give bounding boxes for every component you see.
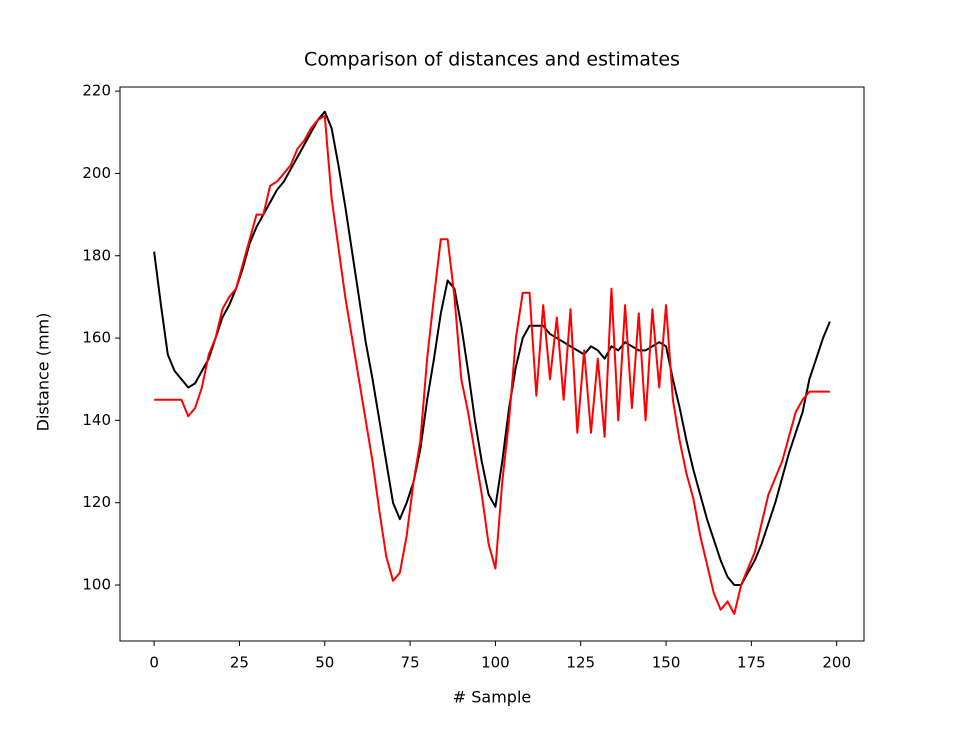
- x-tick-label: 0: [149, 654, 159, 672]
- y-tick-label: 160: [82, 329, 111, 347]
- plot-frame: [119, 86, 865, 642]
- x-tick-label: 25: [230, 654, 249, 672]
- x-tick-label: 175: [737, 654, 766, 672]
- y-tick-label: 120: [82, 493, 111, 511]
- x-tick-label: 50: [315, 654, 334, 672]
- data-line: [153, 110, 831, 587]
- x-tick-label: 100: [481, 654, 510, 672]
- x-tick-label: 200: [822, 654, 851, 672]
- x-axis-label: # Sample: [453, 688, 531, 707]
- chart-title: Comparison of distances and estimates: [304, 49, 680, 71]
- y-tick-label: 180: [82, 246, 111, 264]
- y-tick-label: 220: [82, 82, 111, 100]
- y-tick-label: 200: [82, 164, 111, 182]
- y-axis-label: Distance (mm): [34, 313, 53, 432]
- x-tick-label: 150: [652, 654, 681, 672]
- y-tick-label: 100: [82, 576, 111, 594]
- y-tick-label: 140: [82, 411, 111, 429]
- data-line: [154, 114, 830, 615]
- x-tick-label: 125: [566, 654, 595, 672]
- x-tick-label: 75: [401, 654, 420, 672]
